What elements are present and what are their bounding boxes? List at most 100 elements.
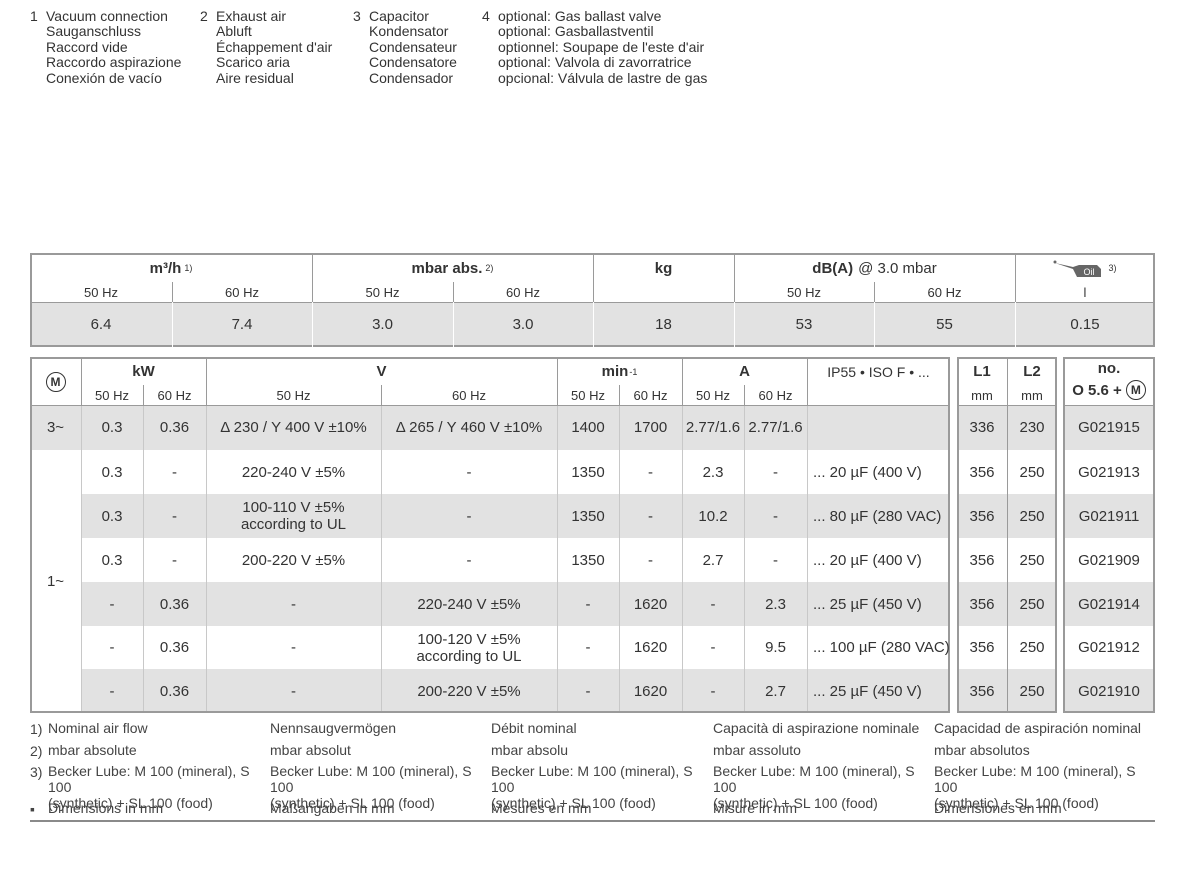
table1-value: 3.0 — [512, 316, 534, 333]
footnote-marker: 2) — [30, 742, 43, 759]
table1-header: kg — [593, 254, 734, 282]
cell-no: G021911 — [1078, 507, 1140, 525]
row-bg — [30, 405, 950, 450]
cell-capacitor: ... 25 µF (450 V) — [813, 595, 922, 613]
rule — [172, 302, 173, 347]
cell-kw: 0.36 — [159, 682, 190, 700]
rule — [744, 405, 745, 713]
cell-kw: 0.36 — [159, 419, 190, 436]
table1-subheader: l — [1083, 284, 1087, 300]
cell-rpm: 1350 — [571, 551, 605, 569]
phase-label: 3~ — [46, 419, 65, 436]
cell-a: 2.7 — [702, 551, 724, 569]
cell-no: G021909 — [1078, 551, 1140, 569]
table2-group-header: V — [206, 358, 557, 385]
table2-frame — [957, 357, 1057, 713]
cell-a: - — [710, 682, 716, 700]
header-text: m³/h — [149, 259, 182, 277]
cell-v: Δ 230 / Y 400 V ±10% — [220, 419, 367, 436]
motor-header: M — [30, 358, 81, 405]
header-text: mbar abs. — [411, 259, 483, 277]
cell-l2: 250 — [1019, 639, 1045, 656]
table1-value: 18 — [655, 316, 672, 333]
rule — [453, 302, 454, 347]
group-text: min — [601, 363, 629, 380]
group-text: V — [376, 363, 387, 380]
oil-can-icon: Oil — [1053, 260, 1102, 277]
footnote-text: Becker Lube: M 100 (mineral), S 100 (syn… — [270, 763, 472, 811]
cell-capacitor: ... 20 µF (400 V) — [813, 551, 922, 569]
cell-a: - — [710, 595, 716, 613]
cell-kw: 0.3 — [101, 419, 123, 436]
cell-kw: 0.36 — [159, 639, 190, 656]
cell-v: 100-120 V ±5% according to UL — [416, 630, 522, 665]
cell-kw: - — [109, 595, 115, 613]
cell-kw: 0.36 — [159, 595, 190, 613]
motor-symbol: M — [45, 371, 66, 392]
footnote-marker: 1) — [30, 720, 43, 737]
cell-a: - — [710, 639, 716, 656]
table2-group-header: min -1 — [557, 358, 682, 385]
dim-unit: mm — [1021, 387, 1043, 403]
rule — [1007, 357, 1008, 713]
cell-kw: 0.3 — [101, 551, 123, 569]
rule — [381, 385, 382, 405]
cell-a: 2.3 — [702, 463, 724, 481]
legend-line: opcional: Válvula de lastre de gas — [498, 69, 708, 86]
legend-line: Condensateur — [369, 38, 457, 55]
rule — [453, 282, 454, 302]
cell-a: 2.77/1.6 — [748, 419, 803, 436]
rule — [381, 405, 382, 713]
cell-l2: 250 — [1019, 682, 1045, 700]
legend-line: Échappement d'air — [216, 38, 333, 55]
cell-l1: 356 — [969, 639, 995, 656]
cell-no: G021915 — [1078, 419, 1140, 436]
number-prefix: O 5.6 + — [1072, 381, 1122, 399]
row-bg — [81, 669, 950, 713]
rule — [557, 357, 558, 405]
dim-unit: mm — [971, 387, 993, 403]
rule — [807, 405, 808, 713]
footnote-ref: 2) — [485, 263, 494, 273]
cell-kw: - — [172, 463, 177, 481]
cell-rpm: 1350 — [571, 507, 605, 525]
cell-v: - — [466, 507, 472, 525]
rule — [1015, 253, 1016, 302]
rule — [30, 820, 1155, 822]
footnote-ref: 3) — [1108, 263, 1117, 273]
table1-value: 53 — [795, 316, 813, 333]
table2-subheader: 60 Hz — [758, 387, 793, 403]
cell-l2: 250 — [1019, 551, 1045, 569]
cell-l2: 250 — [1019, 595, 1045, 613]
cell-a: 2.77/1.6 — [685, 419, 741, 436]
rule — [593, 302, 594, 347]
table2-subheader: 50 Hz — [571, 387, 605, 403]
footnote-text: Nennsaugvermögen — [270, 720, 397, 736]
footnote-text: Capacidad de aspiración nominal — [934, 720, 1142, 736]
group-sup: -1 — [629, 366, 638, 377]
cell-l2: 230 — [1019, 419, 1045, 436]
legend-number: 2 — [200, 8, 208, 24]
cell-no: G021910 — [1078, 682, 1140, 700]
cell-v: - — [291, 639, 296, 656]
motor-symbol: M — [1125, 380, 1146, 400]
rule — [734, 253, 735, 302]
legend-number: 1 — [30, 8, 38, 24]
legend-line: Conexión de vacío — [46, 69, 162, 86]
cell-capacitor: ... 100 µF (280 VAC) — [813, 639, 950, 656]
footnote-text: mbar absolutos — [934, 742, 1030, 758]
rule — [957, 405, 1057, 406]
footnote-text: Dimensiones en mm — [934, 800, 1062, 816]
rule — [30, 405, 950, 406]
rule — [682, 405, 683, 713]
cell-v: 200-220 V ±5% — [241, 551, 346, 569]
cell-v: - — [466, 551, 472, 569]
cell-l1: 356 — [969, 595, 995, 613]
rule — [557, 405, 558, 713]
cell-capacitor: ... 20 µF (400 V) — [813, 463, 922, 481]
cell-a: - — [773, 507, 778, 525]
legend-line: optional: Gas ballast valve — [498, 8, 662, 24]
cell-rpm: 1400 — [571, 419, 605, 436]
footnote-text: mbar absolu — [491, 742, 569, 758]
icon-label: Oil — [1084, 267, 1095, 277]
